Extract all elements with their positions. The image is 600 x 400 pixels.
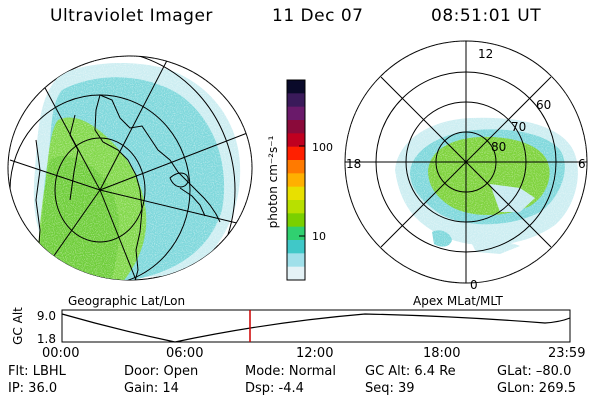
mode-readout: Mode: Normal <box>245 364 336 379</box>
polar-map-caption: Apex MLat/MLT <box>413 294 503 308</box>
observation-date: 11 Dec 07 <box>272 6 364 26</box>
dsp-readout: Dsp: -4.4 <box>245 381 304 396</box>
mlt-label-18: 18 <box>346 157 361 171</box>
colorbar-swatch <box>287 120 305 134</box>
geographic-map[interactable] <box>0 40 260 330</box>
instrument-title: Ultraviolet Imager <box>50 6 213 26</box>
ip-readout: IP: 36.0 <box>8 381 58 396</box>
time-tick-1200: 12:00 <box>296 346 334 361</box>
altitude-axis-label: GC Alt <box>11 307 25 345</box>
colorbar-unit-label: photon cm⁻²s⁻¹ <box>266 135 280 228</box>
colorbar-swatch <box>287 133 305 148</box>
filter-readout: Flt: LBHL <box>8 364 66 379</box>
mlt-label-6: 6 <box>578 157 586 171</box>
observation-time: 08:51:01 UT <box>431 6 542 26</box>
time-tick-0000: 00:00 <box>42 346 80 361</box>
colorbar-swatch <box>287 240 305 254</box>
colorbar-tick-100: 100 <box>312 141 333 154</box>
colorbar-swatch <box>287 146 305 161</box>
colorbar-swatch <box>287 106 305 121</box>
door-readout: Door: Open <box>124 364 199 379</box>
colorbar-swatch <box>287 253 305 268</box>
colorbar-tick-10: 10 <box>312 230 326 243</box>
geo-map-caption: Geographic Lat/Lon <box>68 294 185 308</box>
altitude-plot[interactable]: GC Alt 9.0 1.8 <box>11 307 571 346</box>
gc-alt-readout: GC Alt: 6.4 Re <box>365 364 456 379</box>
time-tick-0600: 06:00 <box>166 346 204 361</box>
colorbar-swatch <box>287 160 305 174</box>
glon-readout: GLon: 269.5 <box>497 381 577 396</box>
colorbar-swatch <box>287 213 305 228</box>
mlat-label-70: 70 <box>511 120 526 134</box>
time-tick-2359: 23:59 <box>548 346 586 361</box>
altitude-tick-max: 9.0 <box>37 309 56 323</box>
colorbar-swatch <box>287 200 305 214</box>
time-tick-1800: 18:00 <box>423 346 461 361</box>
colorbar-swatch <box>287 80 305 94</box>
mlat-label-80: 80 <box>491 140 506 154</box>
colorbar-swatch <box>287 186 305 201</box>
colorbar-swatch <box>287 226 305 241</box>
colorbar: 100 10 photon cm⁻²s⁻¹ <box>266 79 333 281</box>
altitude-tick-min: 1.8 <box>37 332 56 346</box>
polar-map[interactable]: 12 18 6 0 60 70 80 <box>340 35 600 295</box>
mlat-label-60: 60 <box>536 98 551 112</box>
gain-readout: Gain: 14 <box>124 381 179 396</box>
colorbar-swatch <box>287 173 305 188</box>
mlt-label-12: 12 <box>478 47 493 61</box>
glat-readout: GLat: –80.0 <box>497 364 572 379</box>
colorbar-swatch <box>287 93 305 108</box>
seq-readout: Seq: 39 <box>365 381 415 396</box>
mlt-label-0: 0 <box>470 278 478 292</box>
colorbar-swatch <box>287 266 305 281</box>
